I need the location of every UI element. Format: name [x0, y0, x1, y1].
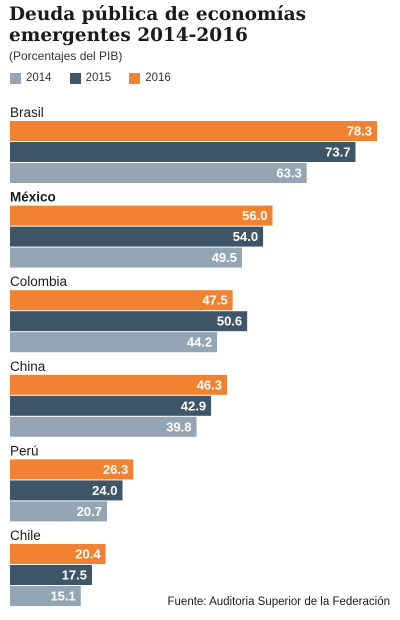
bar-2015	[10, 311, 248, 332]
bar-2016	[10, 544, 106, 564]
data-label: 42.9	[181, 398, 206, 413]
legend-label-2016: 2016	[145, 72, 171, 84]
bar-2016	[10, 459, 134, 480]
data-label: 50.6	[217, 314, 242, 329]
data-label: 17.5	[62, 568, 87, 583]
data-label: 44.2	[187, 335, 212, 350]
data-label: 73.7	[325, 145, 350, 160]
legend-item-2014: 2014	[10, 72, 52, 84]
category-label: México	[10, 190, 56, 205]
category-label: Brasil	[10, 105, 44, 120]
bar-2015	[10, 480, 123, 501]
legend-item-2015: 2015	[69, 72, 112, 84]
data-label: 39.8	[166, 419, 191, 434]
legend-swatch-2016	[129, 72, 141, 84]
category-label: Perú	[10, 443, 39, 458]
legend-swatch-2015	[69, 72, 81, 84]
data-label: 63.3	[276, 166, 301, 181]
bar-2015	[10, 395, 212, 416]
bar-2015	[10, 142, 356, 162]
data-label: 49.5	[212, 250, 237, 265]
data-label: 78.3	[347, 124, 372, 139]
data-label: 15.1	[50, 589, 75, 604]
data-label: 24.0	[92, 483, 117, 498]
bar-2016	[10, 121, 377, 141]
legend-label-2015: 2015	[85, 72, 112, 84]
legend-swatch-2014	[10, 72, 21, 84]
legend-label-2014: 2014	[26, 72, 52, 84]
data-label: 54.0	[233, 229, 258, 244]
bar-2014	[10, 501, 108, 522]
legend-item-2016: 2016	[129, 72, 171, 84]
bar-2015	[10, 565, 93, 585]
chart-title: Deuda pública de economías emergentes 20…	[9, 4, 307, 46]
data-label: 56.0	[242, 208, 267, 223]
category-label: Chile	[10, 528, 41, 543]
bar-2016	[10, 290, 233, 311]
bar-2014	[10, 416, 197, 437]
data-label: 47.5	[202, 293, 227, 308]
bar-2014	[10, 247, 243, 268]
category-label: China	[10, 359, 46, 374]
bar-2015	[10, 226, 264, 247]
bar-2016	[10, 374, 228, 395]
bar-2014	[10, 586, 81, 606]
data-label: 46.3	[197, 377, 222, 392]
source-note: Fuente: Auditoria Superior de la Federac…	[167, 596, 390, 608]
category-label: Colombia	[10, 274, 68, 289]
legend: 2014 2015 2016	[10, 72, 189, 84]
data-label: 20.7	[77, 504, 102, 519]
data-label: 26.3	[103, 462, 128, 477]
data-label: 20.4	[75, 547, 101, 562]
bar-2016	[10, 205, 273, 226]
bar-2014	[10, 163, 307, 183]
chart-subtitle: (Porcentajes del PIB)	[9, 49, 123, 63]
bar-2014	[10, 332, 218, 353]
